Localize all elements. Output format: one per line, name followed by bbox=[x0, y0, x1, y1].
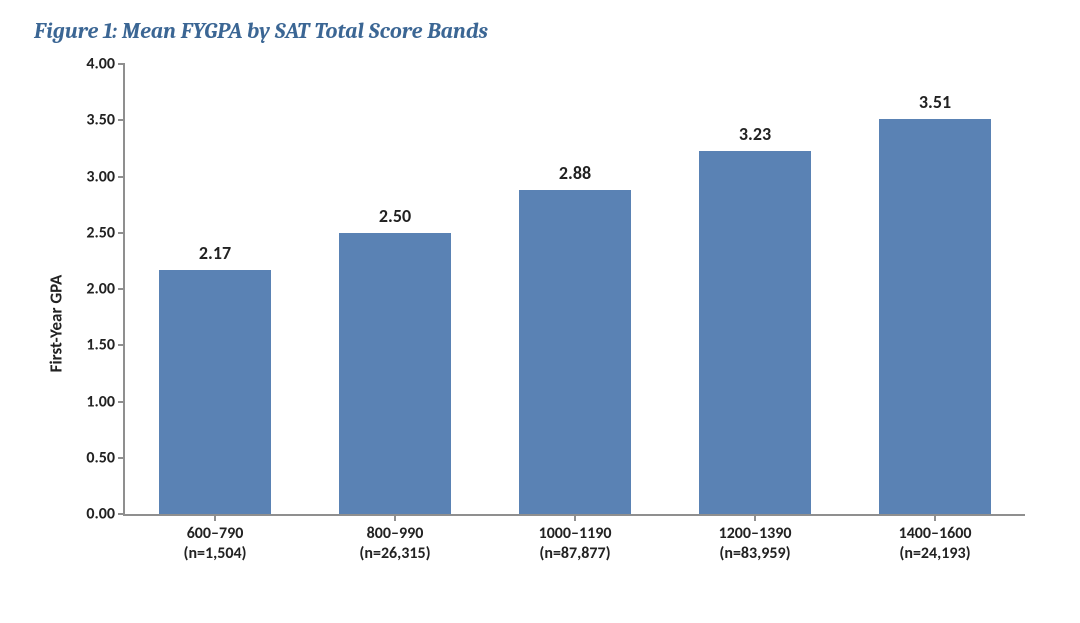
x-category-range: 1200–1390 bbox=[719, 524, 792, 544]
y-axis-label: First-Year GPA bbox=[46, 274, 67, 372]
y-tick-label: 4.00 bbox=[86, 55, 125, 74]
y-tick-label: 0.50 bbox=[86, 448, 125, 467]
figure-container: Figure 1: Mean FYGPA by SAT Total Score … bbox=[0, 0, 1080, 623]
bar-value-label: 2.50 bbox=[379, 205, 411, 233]
y-tick-label: 0.00 bbox=[86, 505, 125, 524]
x-category-label: 1200–1390(n=83,959) bbox=[719, 514, 792, 564]
x-category-n: (n=1,504) bbox=[183, 544, 246, 564]
y-tick-label: 3.50 bbox=[86, 111, 125, 130]
y-tick-label: 3.00 bbox=[86, 167, 125, 186]
x-category-n: (n=83,959) bbox=[719, 544, 792, 564]
bar: 2.17 bbox=[159, 270, 271, 514]
bar: 2.50 bbox=[339, 233, 451, 514]
x-category-range: 600–790 bbox=[183, 524, 246, 544]
bar-value-label: 2.88 bbox=[559, 162, 591, 190]
x-category-range: 800–990 bbox=[359, 524, 430, 544]
figure-title: Figure 1: Mean FYGPA by SAT Total Score … bbox=[34, 18, 1052, 44]
x-category-n: (n=24,193) bbox=[899, 544, 972, 564]
bar-value-label: 2.17 bbox=[199, 242, 231, 270]
y-tick-label: 1.00 bbox=[86, 392, 125, 411]
bar-value-label: 3.51 bbox=[919, 91, 951, 119]
bar: 3.23 bbox=[699, 151, 811, 514]
x-category-range: 1400–1600 bbox=[899, 524, 972, 544]
bar: 3.51 bbox=[879, 119, 991, 514]
chart-area: First-Year GPA 0.000.501.001.502.002.503… bbox=[38, 48, 1038, 598]
x-category-label: 600–790(n=1,504) bbox=[183, 514, 246, 564]
x-category-n: (n=87,877) bbox=[539, 544, 612, 564]
x-category-label: 800–990(n=26,315) bbox=[359, 514, 430, 564]
y-tick-label: 2.50 bbox=[86, 223, 125, 242]
x-category-label: 1000–1190(n=87,877) bbox=[539, 514, 612, 564]
plot-region: 0.000.501.001.502.002.503.003.504.002.17… bbox=[123, 64, 1025, 516]
bar: 2.88 bbox=[519, 190, 631, 514]
x-category-range: 1000–1190 bbox=[539, 524, 612, 544]
y-axis-label-container: First-Year GPA bbox=[44, 48, 68, 598]
x-category-label: 1400–1600(n=24,193) bbox=[899, 514, 972, 564]
y-tick-label: 2.00 bbox=[86, 280, 125, 299]
y-tick-label: 1.50 bbox=[86, 336, 125, 355]
x-category-n: (n=26,315) bbox=[359, 544, 430, 564]
bar-value-label: 3.23 bbox=[739, 123, 771, 151]
